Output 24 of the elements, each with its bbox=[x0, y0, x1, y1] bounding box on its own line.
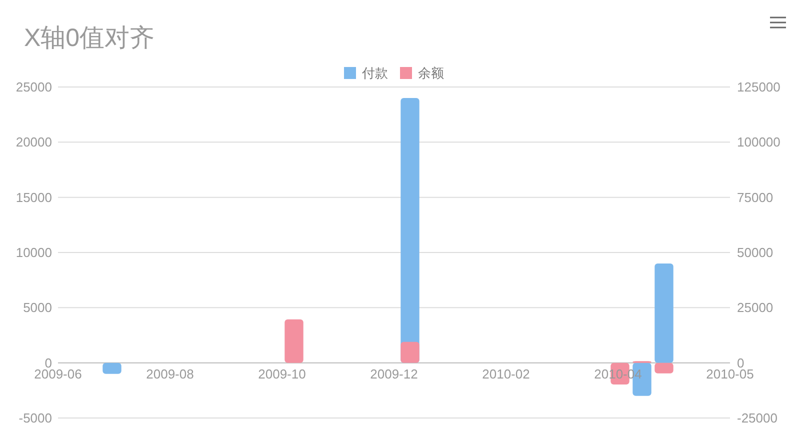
bar bbox=[654, 362, 674, 374]
y-tick-label: 10000 bbox=[16, 245, 52, 260]
x-tick-label: 2009-10 bbox=[258, 366, 306, 382]
legend-label: 付款 bbox=[361, 66, 388, 80]
bar bbox=[284, 319, 304, 363]
x-tick-label: 2009-12 bbox=[370, 366, 418, 382]
y2-tick-label: 50000 bbox=[737, 245, 774, 260]
bar bbox=[400, 342, 420, 363]
legend-label: 余额 bbox=[418, 66, 444, 80]
chart-title: X轴0值对齐 bbox=[24, 24, 155, 52]
y-tick-label: -5000 bbox=[18, 410, 52, 426]
y2-tick-label: 75000 bbox=[737, 190, 774, 205]
y-tick-label: 25000 bbox=[16, 80, 52, 94]
x-tick-label: 2010-04 bbox=[594, 366, 642, 382]
y2-tick-label: 100000 bbox=[737, 134, 780, 150]
y-tick-label: 20000 bbox=[16, 134, 52, 150]
y2-tick-label: -25000 bbox=[737, 410, 778, 426]
y-tick-label: 5000 bbox=[23, 300, 52, 316]
y2-tick-label: 25000 bbox=[737, 300, 774, 316]
x-tick-label: 2009-08 bbox=[146, 366, 194, 382]
bar bbox=[102, 362, 122, 374]
x-tick-label: 2010-02 bbox=[482, 366, 530, 382]
y2-tick-label: 125000 bbox=[737, 80, 780, 94]
y-tick-label: 15000 bbox=[16, 190, 52, 205]
